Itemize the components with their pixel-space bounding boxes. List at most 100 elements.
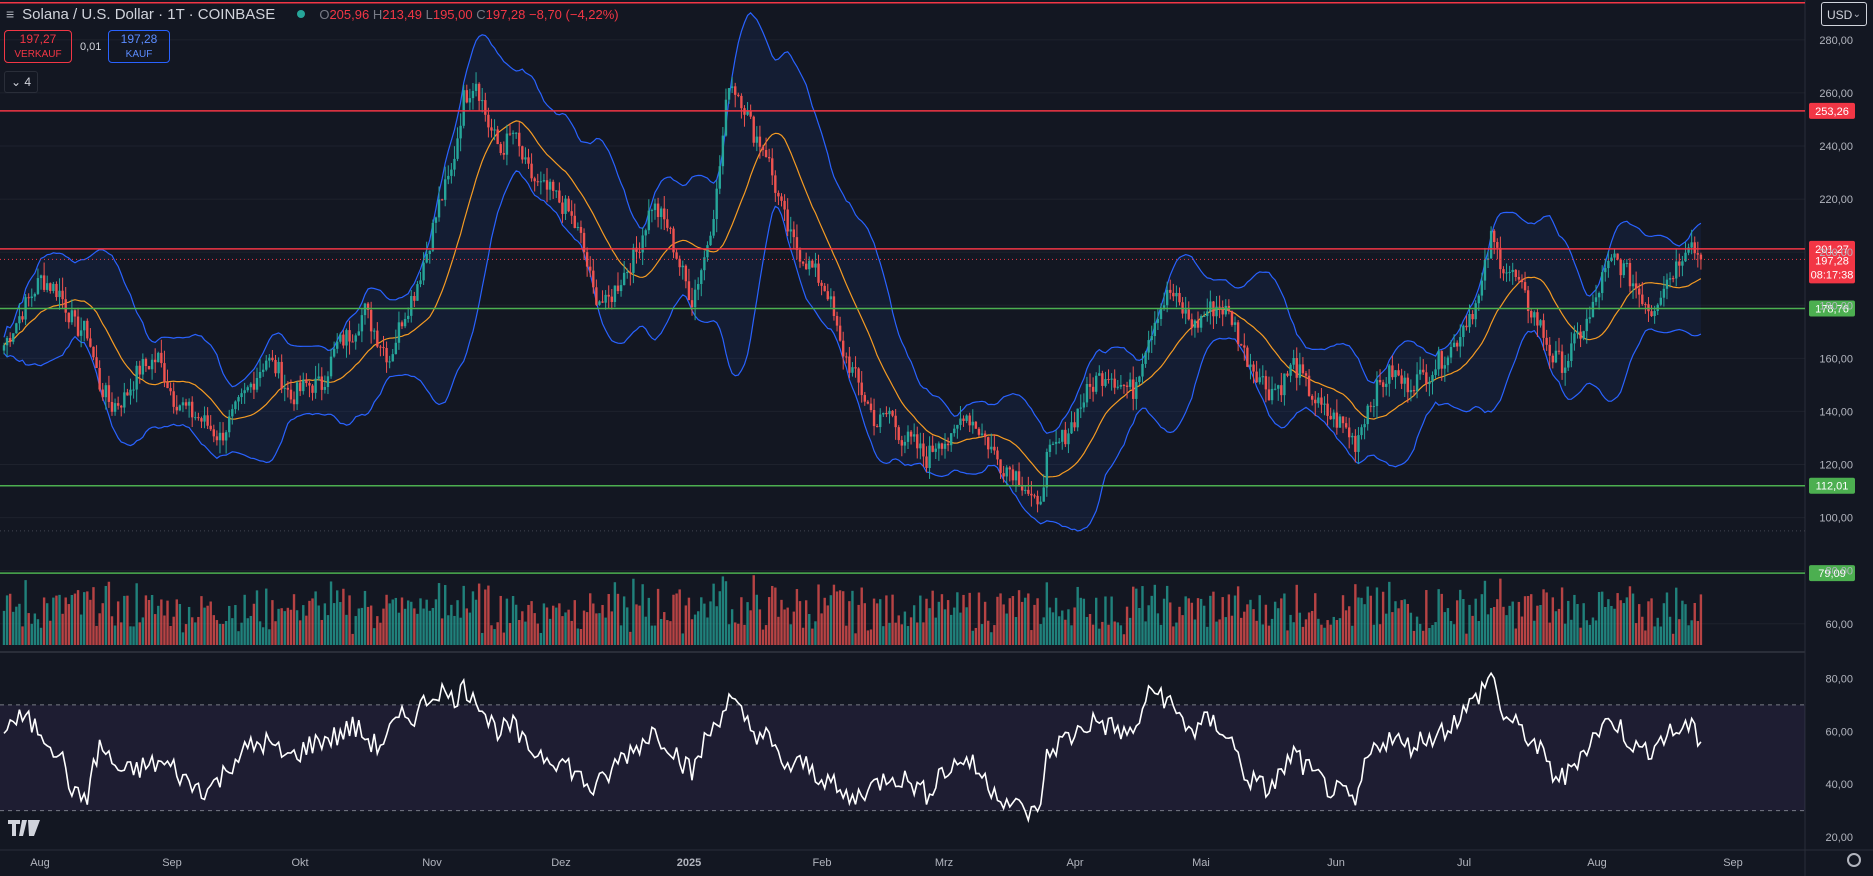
price-tick: 140,00 xyxy=(1819,406,1853,418)
candle xyxy=(644,230,647,236)
candle xyxy=(459,125,462,139)
candle xyxy=(354,335,357,342)
candle xyxy=(477,83,481,101)
candle xyxy=(1107,379,1110,381)
volume-bar xyxy=(598,613,601,645)
candle xyxy=(1128,379,1132,387)
candle xyxy=(1314,399,1317,404)
volume-bar xyxy=(141,617,145,645)
volume-bar xyxy=(1397,608,1400,645)
candle xyxy=(1280,385,1283,396)
price-axis[interactable]: 253,26 201,27 178,76 112,01 79,09 197,28 08:17… xyxy=(1809,35,1855,844)
candle xyxy=(471,90,475,99)
candle xyxy=(1425,372,1428,385)
volume-bar xyxy=(1020,601,1024,645)
price-tick: 260,00 xyxy=(1819,88,1853,100)
candle xyxy=(175,406,178,411)
volume-bar xyxy=(1523,596,1527,645)
candle xyxy=(104,385,108,398)
volume-bar xyxy=(169,625,172,645)
volume-bar xyxy=(974,627,978,645)
gear-icon[interactable] xyxy=(1847,853,1861,867)
volume-bar xyxy=(882,626,885,645)
price-tick: 100,00 xyxy=(1819,513,1853,525)
price-label-bg xyxy=(1809,102,1855,119)
volume-bar xyxy=(693,614,697,645)
volume-bar xyxy=(1320,624,1323,645)
symbol-title[interactable]: Solana / U.S. Dollar · 1T · COINBASE xyxy=(22,5,276,23)
volume-bar xyxy=(323,603,327,645)
volume-bar xyxy=(175,599,178,645)
candle xyxy=(295,382,299,405)
candle xyxy=(1381,382,1385,387)
tradingview-logo-icon[interactable] xyxy=(8,818,40,836)
candle xyxy=(1471,314,1474,320)
volume-bar xyxy=(758,609,762,645)
candle xyxy=(1588,317,1592,319)
candle xyxy=(811,260,814,268)
volume-bar xyxy=(783,609,786,645)
candle xyxy=(1344,423,1348,428)
candle xyxy=(1422,369,1425,373)
volume-bar xyxy=(1591,617,1595,645)
candle xyxy=(1610,257,1613,261)
volume-bar xyxy=(1366,586,1369,645)
horizontal-lines[interactable] xyxy=(0,1,1805,574)
candle xyxy=(120,405,123,408)
volume-bar xyxy=(860,587,863,645)
volume-bar xyxy=(1656,617,1659,645)
volume-bar xyxy=(89,599,92,645)
volume-bar xyxy=(616,593,620,645)
candle xyxy=(1375,380,1379,407)
indicators-toggle[interactable]: ⌄ 4 xyxy=(4,71,38,93)
candle xyxy=(1165,289,1169,306)
volume-bar xyxy=(86,591,89,645)
candle xyxy=(1434,369,1437,376)
volume-bar xyxy=(582,610,586,645)
volume-bar xyxy=(462,585,465,645)
volume-bar xyxy=(826,605,829,645)
volume-bar xyxy=(774,587,777,645)
candle xyxy=(1070,422,1073,434)
candle xyxy=(959,418,962,425)
volume-bar xyxy=(1681,600,1684,645)
volume-bar xyxy=(224,620,228,645)
volume-bar xyxy=(468,612,472,645)
candle xyxy=(548,181,552,190)
time-axis[interactable]: Aug Sep Okt Nov Dez 2025 Feb Mrz Apr Mai Jun Jul Aug… xyxy=(0,849,1873,869)
volume-bar xyxy=(629,631,632,645)
volume-bar xyxy=(147,600,151,645)
buy-button[interactable]: 197,28 KAUF xyxy=(108,30,170,63)
candle xyxy=(434,217,438,223)
volume-bar xyxy=(842,591,845,645)
candle xyxy=(1307,375,1311,396)
price-label: 79,09 xyxy=(1818,568,1846,580)
menu-icon[interactable]: ≡ xyxy=(6,6,15,22)
volume-bar xyxy=(261,627,265,645)
currency-select[interactable]: USD ⌄ xyxy=(1821,2,1867,26)
candle xyxy=(496,129,499,145)
volume-bar xyxy=(888,622,891,645)
volume-bar xyxy=(496,622,499,645)
volume-bar xyxy=(1693,602,1696,645)
volume-bar xyxy=(1184,596,1187,645)
candle xyxy=(1496,242,1499,248)
candle xyxy=(258,371,262,379)
candle xyxy=(231,409,234,417)
candle xyxy=(1141,363,1144,377)
volume-bar xyxy=(990,632,993,645)
candle xyxy=(317,376,320,379)
candle xyxy=(8,338,12,342)
candle xyxy=(406,315,410,320)
sell-button[interactable]: 197,27 VERKAUF xyxy=(4,30,72,63)
candle xyxy=(1520,279,1524,283)
candle xyxy=(1366,405,1369,425)
volume-bar xyxy=(268,629,271,645)
volume-bar xyxy=(804,600,808,645)
volume-bar xyxy=(817,584,820,645)
candle xyxy=(576,226,580,228)
volume-bar xyxy=(1468,604,1471,645)
bollinger-bands xyxy=(3,11,1702,532)
candle xyxy=(1462,325,1465,338)
